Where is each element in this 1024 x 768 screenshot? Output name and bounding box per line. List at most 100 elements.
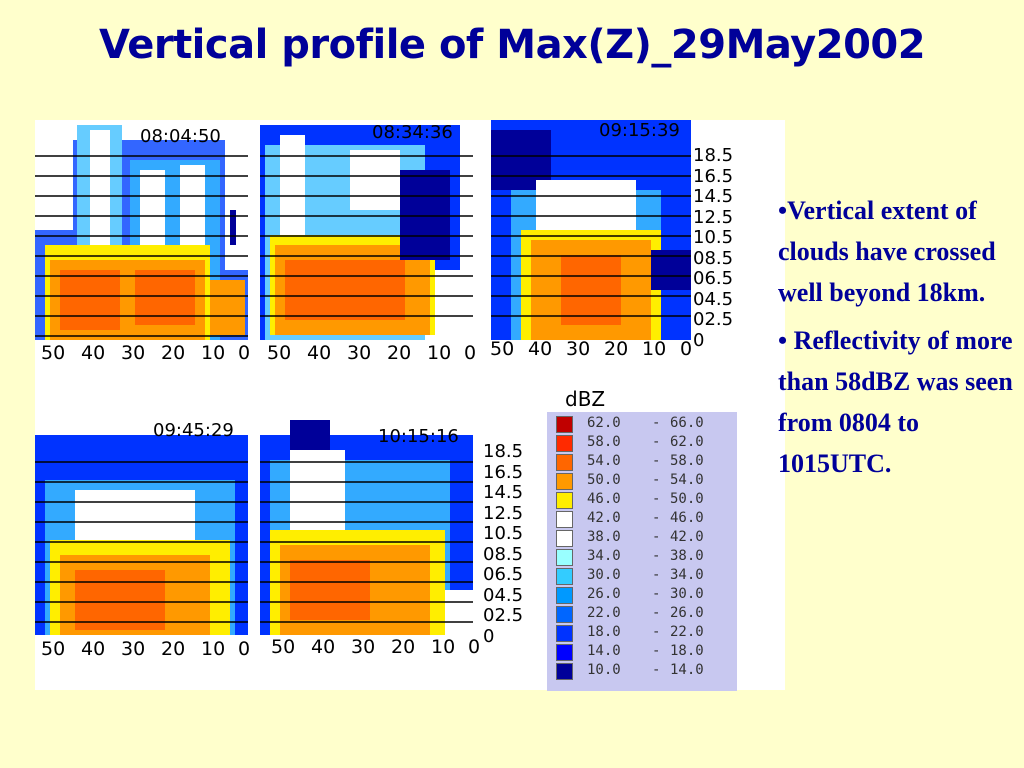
legend-swatch bbox=[556, 625, 573, 642]
x-tick: 50 bbox=[41, 638, 66, 660]
legend-swatch bbox=[556, 435, 573, 452]
legend-lo: 34.0 bbox=[587, 548, 621, 564]
legend-swatch bbox=[556, 568, 573, 585]
legend-hi: 62.0 bbox=[670, 434, 704, 450]
y-tick: 04.5 bbox=[483, 584, 524, 606]
y-tick: 02.5 bbox=[693, 309, 734, 330]
y-tick: 06.5 bbox=[483, 564, 524, 585]
x-tick: 10 bbox=[427, 342, 452, 364]
radar-image-2 bbox=[260, 120, 475, 345]
legend-row: 58.0 -62.0 bbox=[547, 433, 737, 452]
slide-title: Vertical profile of Max(Z)_29May2002 bbox=[98, 22, 926, 68]
x-tick: 30 bbox=[566, 338, 591, 360]
legend-title: dBZ bbox=[565, 387, 606, 411]
x-tick: 30 bbox=[347, 342, 372, 364]
y-tick: 16.5 bbox=[693, 165, 734, 187]
y-tick: 14.5 bbox=[693, 186, 734, 207]
legend-row: 18.0 -22.0 bbox=[547, 623, 737, 642]
x-tick: 0 bbox=[468, 636, 481, 658]
panel-time: 08:04:50 bbox=[140, 126, 221, 147]
x-tick: 10 bbox=[201, 342, 226, 364]
legend-swatch bbox=[556, 454, 573, 471]
x-tick: 30 bbox=[121, 638, 146, 660]
legend-row: 10.0 -14.0 bbox=[547, 661, 737, 680]
radar-panel-1: 08:04:50 bbox=[35, 120, 250, 345]
legend-dash: - bbox=[652, 567, 661, 583]
legend-hi: 46.0 bbox=[670, 510, 704, 526]
y-tick: 06.5 bbox=[693, 268, 734, 289]
x-axis-4: 50 40 30 20 10 0 bbox=[41, 638, 251, 662]
legend-lo: 50.0 bbox=[587, 472, 621, 488]
x-tick: 40 bbox=[81, 638, 106, 660]
legend-hi: 38.0 bbox=[670, 548, 704, 564]
legend-dash: - bbox=[652, 624, 661, 640]
y-tick: 14.5 bbox=[483, 482, 524, 503]
legend-swatch bbox=[556, 644, 573, 661]
legend-row: 38.0 -42.0 bbox=[547, 528, 737, 547]
x-axis-1: 50 40 30 20 10 0 bbox=[41, 342, 251, 366]
legend-dash: - bbox=[652, 662, 661, 678]
x-tick: 30 bbox=[121, 342, 146, 364]
radar-image-3 bbox=[491, 120, 691, 345]
legend-lo: 54.0 bbox=[587, 453, 621, 469]
legend-hi: 50.0 bbox=[670, 491, 704, 507]
legend-swatch bbox=[556, 530, 573, 547]
legend-row: 50.0 -54.0 bbox=[547, 471, 737, 490]
radar-panel-4: 09:45:29 bbox=[35, 420, 250, 640]
legend-row: 22.0 -26.0 bbox=[547, 604, 737, 623]
radar-panel-3: 09:15:39 bbox=[491, 120, 691, 345]
x-tick: 20 bbox=[161, 638, 186, 660]
radar-panel-5: 10:15:16 bbox=[260, 420, 475, 640]
y-axis-2: 18.5 16.5 14.5 12.5 10.5 08.5 06.5 04.5 … bbox=[483, 441, 524, 647]
legend-lo: 30.0 bbox=[587, 567, 621, 583]
legend-swatch bbox=[556, 492, 573, 509]
x-axis-5: 50 40 30 20 10 0 bbox=[271, 636, 481, 660]
legend-dash: - bbox=[652, 586, 661, 602]
x-tick: 10 bbox=[431, 636, 456, 658]
legend-dash: - bbox=[652, 605, 661, 621]
x-tick: 10 bbox=[642, 338, 667, 360]
legend-swatch bbox=[556, 587, 573, 604]
panel-time: 09:15:39 bbox=[599, 120, 680, 141]
x-tick: 20 bbox=[391, 636, 416, 658]
legend-lo: 18.0 bbox=[587, 624, 621, 640]
panel-time: 08:34:36 bbox=[372, 122, 453, 143]
legend-lo: 42.0 bbox=[587, 510, 621, 526]
y-axis-1: 18.5 16.5 14.5 12.5 10.5 08.5 06.5 04.5 … bbox=[693, 145, 734, 351]
legend-swatch bbox=[556, 511, 573, 528]
x-tick: 50 bbox=[271, 636, 296, 658]
y-tick: 18.5 bbox=[693, 145, 734, 166]
legend-row: 42.0 -46.0 bbox=[547, 509, 737, 528]
legend-hi: 34.0 bbox=[670, 567, 704, 583]
x-tick: 20 bbox=[387, 342, 412, 364]
bullet-2: • Reflectivity of more than 58dBZ was se… bbox=[778, 326, 1013, 478]
x-axis-2: 50 40 30 20 10 0 bbox=[267, 342, 477, 366]
x-tick: 40 bbox=[81, 342, 106, 364]
legend-dash: - bbox=[652, 548, 661, 564]
legend-hi: 30.0 bbox=[670, 586, 704, 602]
bullet-list: •Vertical extent of clouds have crossed … bbox=[778, 190, 1018, 491]
panel-time: 09:45:29 bbox=[153, 420, 234, 441]
x-tick: 0 bbox=[464, 342, 477, 364]
legend-dash: - bbox=[652, 415, 661, 431]
legend-row: 62.0 -66.0 bbox=[547, 414, 737, 433]
legend-swatch bbox=[556, 473, 573, 490]
legend-dash: - bbox=[652, 510, 661, 526]
y-tick: 08.5 bbox=[693, 247, 734, 269]
x-axis-3: 50 40 30 20 10 0 bbox=[490, 338, 700, 362]
x-tick: 0 bbox=[680, 338, 693, 360]
y-tick: 02.5 bbox=[483, 605, 524, 626]
y-tick: 12.5 bbox=[483, 502, 524, 524]
x-tick: 30 bbox=[351, 636, 376, 658]
legend-dash: - bbox=[652, 453, 661, 469]
x-tick: 40 bbox=[311, 636, 336, 658]
radar-panel-2: 08:34:36 bbox=[260, 120, 475, 345]
legend-lo: 14.0 bbox=[587, 643, 621, 659]
y-tick: 18.5 bbox=[483, 441, 524, 462]
legend-lo: 46.0 bbox=[587, 491, 621, 507]
legend-hi: 54.0 bbox=[670, 472, 704, 488]
legend-hi: 58.0 bbox=[670, 453, 704, 469]
y-tick: 10.5 bbox=[693, 227, 734, 248]
y-tick: 0 bbox=[693, 329, 705, 351]
legend-row: 14.0 -18.0 bbox=[547, 642, 737, 661]
